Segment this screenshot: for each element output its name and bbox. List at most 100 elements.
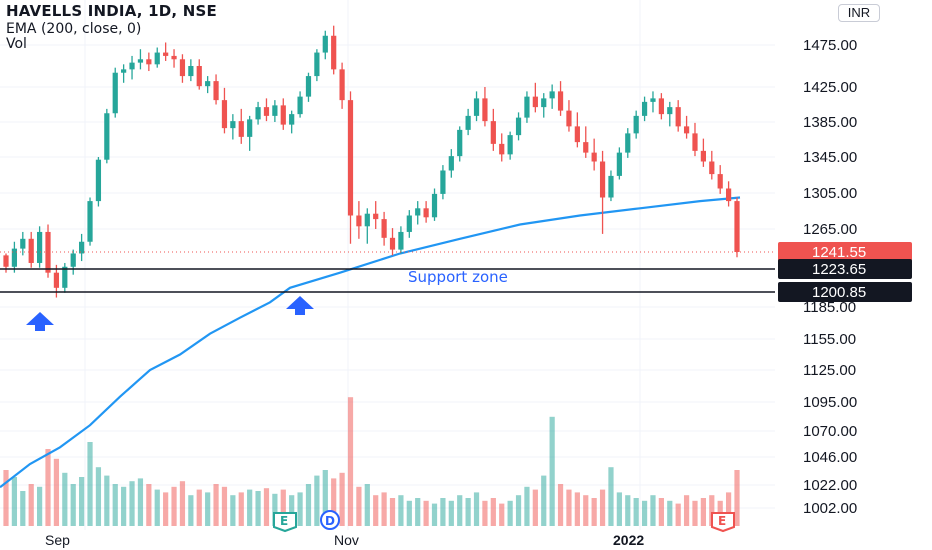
candle-body bbox=[566, 110, 572, 127]
candle-body bbox=[457, 129, 463, 157]
volume-bar bbox=[305, 484, 312, 526]
y-tick-label: 1125.00 bbox=[803, 362, 856, 379]
event-badge-E[interactable]: E bbox=[273, 512, 297, 533]
candle-body bbox=[389, 237, 396, 250]
ema-indicator-label[interactable]: EMA (200, close, 0) bbox=[6, 21, 142, 37]
candle-body bbox=[339, 69, 345, 101]
price-axis[interactable]: 1475.00 1425.00 1385.00 1345.00 1305.00 1265.… bbox=[803, 37, 857, 517]
volume-bar bbox=[608, 467, 614, 526]
ema-line bbox=[0, 196, 741, 489]
currency-badge[interactable]: INR bbox=[838, 4, 880, 22]
volume-bar bbox=[490, 498, 496, 526]
volume-bar bbox=[625, 495, 631, 526]
up-arrow-icon bbox=[286, 296, 314, 315]
volume-bar bbox=[62, 472, 68, 526]
candle-body bbox=[79, 241, 85, 254]
volume-bar bbox=[515, 495, 522, 526]
volume-bar bbox=[230, 495, 236, 526]
candle-body bbox=[532, 96, 538, 108]
symbol-title[interactable]: HAVELLS INDIA, 1D, NSE bbox=[6, 2, 217, 20]
volume-bar bbox=[339, 472, 345, 526]
volume-bar bbox=[289, 495, 295, 526]
volume-bar bbox=[406, 500, 412, 526]
volume-bar bbox=[196, 489, 202, 526]
y-tick-label: 1070.00 bbox=[803, 423, 857, 440]
volume-bar bbox=[356, 486, 362, 526]
candle-body bbox=[608, 175, 614, 198]
candle-body bbox=[230, 121, 236, 129]
volume-bar bbox=[482, 500, 488, 526]
volume-bar bbox=[247, 489, 253, 526]
volume-bar bbox=[725, 492, 732, 526]
volume-bar bbox=[79, 477, 85, 526]
candle-body bbox=[465, 115, 471, 130]
volume-bar bbox=[3, 470, 9, 526]
candle-body bbox=[574, 126, 580, 143]
candle-body bbox=[557, 91, 564, 111]
volume-bar bbox=[364, 484, 370, 526]
candle-body bbox=[331, 35, 337, 70]
candle-body bbox=[625, 133, 631, 153]
candlesticks bbox=[3, 25, 740, 298]
candle-body bbox=[734, 201, 740, 252]
volume-bar bbox=[53, 458, 60, 526]
candle-body bbox=[641, 101, 648, 116]
volume-bar bbox=[641, 500, 648, 526]
volume-bar bbox=[683, 495, 690, 526]
volume-bar bbox=[566, 489, 572, 526]
volume-bar bbox=[137, 478, 144, 526]
y-tick-label: 1425.00 bbox=[803, 79, 857, 96]
volume-bar bbox=[129, 481, 135, 526]
volume-indicator-label[interactable]: Vol bbox=[6, 36, 27, 52]
event-badge-E[interactable]: E bbox=[711, 512, 735, 533]
volume-bar bbox=[28, 484, 34, 526]
volume-bar bbox=[95, 467, 102, 526]
volume-bar bbox=[398, 495, 404, 526]
candle-body bbox=[129, 62, 135, 70]
volume-bar bbox=[389, 498, 396, 526]
volume-bar bbox=[423, 500, 429, 526]
volume-bar bbox=[121, 486, 127, 526]
y-tick-label: 1185.00 bbox=[803, 299, 856, 316]
candle-body bbox=[196, 66, 202, 87]
volume-bar bbox=[583, 495, 589, 526]
y-tick-label: 1345.00 bbox=[803, 149, 857, 166]
event-badge-label: E bbox=[280, 514, 288, 528]
volume-bar bbox=[112, 484, 118, 526]
candle-body bbox=[683, 126, 690, 134]
volume-bar bbox=[347, 397, 354, 526]
candle-body bbox=[179, 59, 186, 77]
annotation-arrows bbox=[26, 296, 314, 331]
candle-body bbox=[364, 213, 370, 227]
event-badge-label: D bbox=[325, 514, 335, 528]
candle-body bbox=[398, 231, 404, 250]
candle-body bbox=[515, 117, 522, 136]
volume-bar bbox=[700, 498, 706, 526]
candle-body bbox=[431, 193, 438, 218]
volume-bar bbox=[11, 477, 18, 526]
candle-body bbox=[53, 272, 60, 288]
candle-body bbox=[205, 81, 211, 87]
candle-body bbox=[717, 174, 723, 189]
volume-bar bbox=[87, 442, 93, 526]
candle-body bbox=[524, 96, 530, 118]
candle-body bbox=[255, 107, 261, 120]
volume-bar bbox=[238, 492, 244, 526]
candle-body bbox=[473, 98, 480, 116]
candle-body bbox=[725, 188, 732, 202]
event-badge-D[interactable]: D bbox=[320, 510, 340, 530]
level-lower-tag: 1200.85 bbox=[812, 284, 866, 301]
volume-bar bbox=[473, 492, 480, 526]
candle-body bbox=[423, 208, 429, 218]
candle-body bbox=[121, 69, 127, 73]
volume-bar bbox=[171, 486, 177, 526]
y-tick-label: 1002.00 bbox=[803, 500, 857, 517]
candle-body bbox=[37, 231, 43, 263]
candle-body bbox=[700, 150, 706, 162]
candle-body bbox=[415, 208, 421, 216]
volume-bar bbox=[104, 475, 110, 526]
candle-body bbox=[112, 72, 118, 114]
time-axis[interactable]: Sep Nov 2022 bbox=[45, 532, 644, 548]
